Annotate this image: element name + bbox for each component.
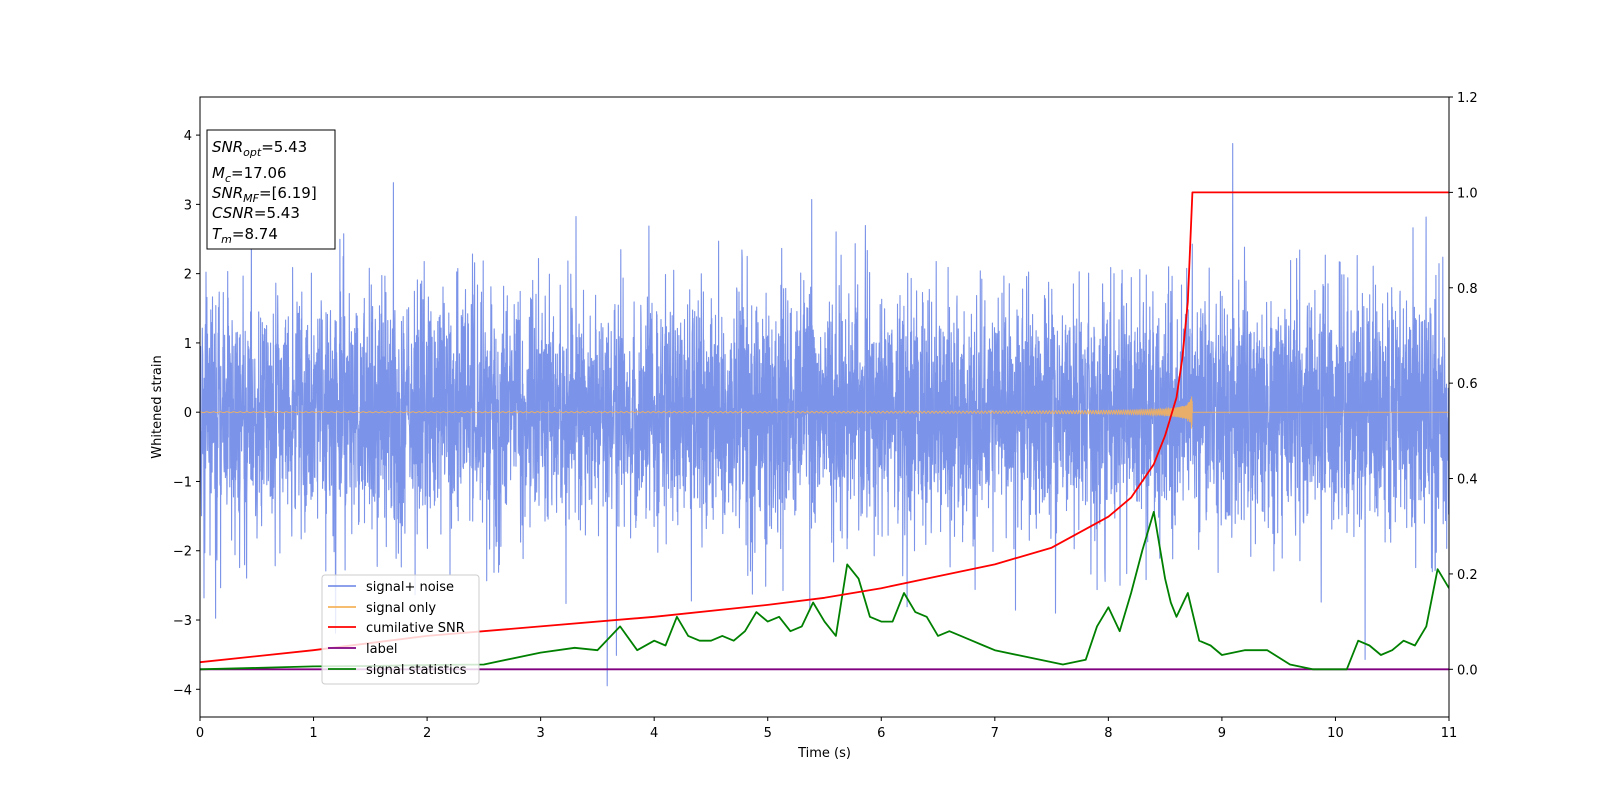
legend-label-signal-noise: signal+ noise xyxy=(366,580,454,595)
legend-frame xyxy=(321,574,480,685)
x-tick-label: 6 xyxy=(877,726,885,741)
y-axis-ticks: −4 −3 −2 −1 0 1 2 3 4 xyxy=(173,129,200,698)
x-tick-label: 1 xyxy=(309,726,317,741)
y2-tick-label: 0.4 xyxy=(1457,473,1478,488)
y-tick-label: −1 xyxy=(173,475,192,490)
y-tick-label: 1 xyxy=(184,337,192,352)
x-tick-label: 4 xyxy=(650,726,658,741)
x-tick-label: 10 xyxy=(1327,726,1344,741)
y2-tick-label: 1.2 xyxy=(1457,91,1478,106)
x-tick-label: 9 xyxy=(1218,726,1226,741)
y-tick-label: −4 xyxy=(173,683,192,698)
x-axis-label: Time (s) xyxy=(797,746,851,761)
legend-label-signal-only: signal only xyxy=(366,601,436,616)
x-tick-label: 0 xyxy=(196,726,204,741)
y-tick-label: −3 xyxy=(173,614,192,629)
y-tick-label: 4 xyxy=(184,129,192,144)
legend: signal+ noise signal only cumilative SNR… xyxy=(321,574,480,685)
legend-label-signal-statistics: signal statistics xyxy=(366,663,467,678)
series-cumulative-snr xyxy=(200,191,1449,664)
plot-frame xyxy=(199,96,1450,718)
y2-tick-label: 0.2 xyxy=(1457,568,1478,583)
y-tick-label: 0 xyxy=(184,406,192,421)
x-axis-ticks: 0 1 2 3 4 5 6 7 8 9 10 11 xyxy=(196,717,1457,741)
y2-tick-label: 1.0 xyxy=(1457,186,1478,201)
y2-tick-label: 0.0 xyxy=(1457,663,1478,678)
y-tick-label: −2 xyxy=(173,545,192,560)
y2-axis-ticks: 0.0 0.2 0.4 0.6 0.8 1.0 1.2 xyxy=(1449,91,1478,678)
legend-label-label: label xyxy=(366,642,397,657)
stats-mc: Mc=17.06 xyxy=(212,164,287,185)
stats-box-frame xyxy=(206,129,336,250)
x-tick-label: 7 xyxy=(991,726,999,741)
y-tick-label: 3 xyxy=(184,198,192,213)
x-tick-label: 3 xyxy=(536,726,544,741)
x-tick-label: 11 xyxy=(1441,726,1458,741)
stats-box: SNRopt=5.43 Mc=17.06 SNRMF=[6.19] CSNR=5… xyxy=(206,129,336,250)
stats-csnr: CSNR=5.43 xyxy=(212,204,300,222)
y2-tick-label: 0.8 xyxy=(1457,282,1478,297)
x-tick-label: 2 xyxy=(423,726,431,741)
x-tick-label: 5 xyxy=(764,726,772,741)
stats-snr-mf: SNRMF=[6.19] xyxy=(212,184,317,205)
legend-label-cumulative-snr: cumilative SNR xyxy=(366,621,465,636)
series-signal-statistics xyxy=(200,511,1449,671)
stats-tm: Tm=8.74 xyxy=(212,225,278,246)
y-tick-label: 2 xyxy=(184,268,192,283)
y-axis-label: Whitened strain xyxy=(150,355,165,458)
x-tick-label: 8 xyxy=(1104,726,1112,741)
series-signal-noise xyxy=(200,143,1449,687)
y2-tick-label: 0.6 xyxy=(1457,377,1478,392)
stats-snr-opt: SNRopt=5.43 xyxy=(212,138,307,159)
series-signal-only xyxy=(200,396,1449,429)
